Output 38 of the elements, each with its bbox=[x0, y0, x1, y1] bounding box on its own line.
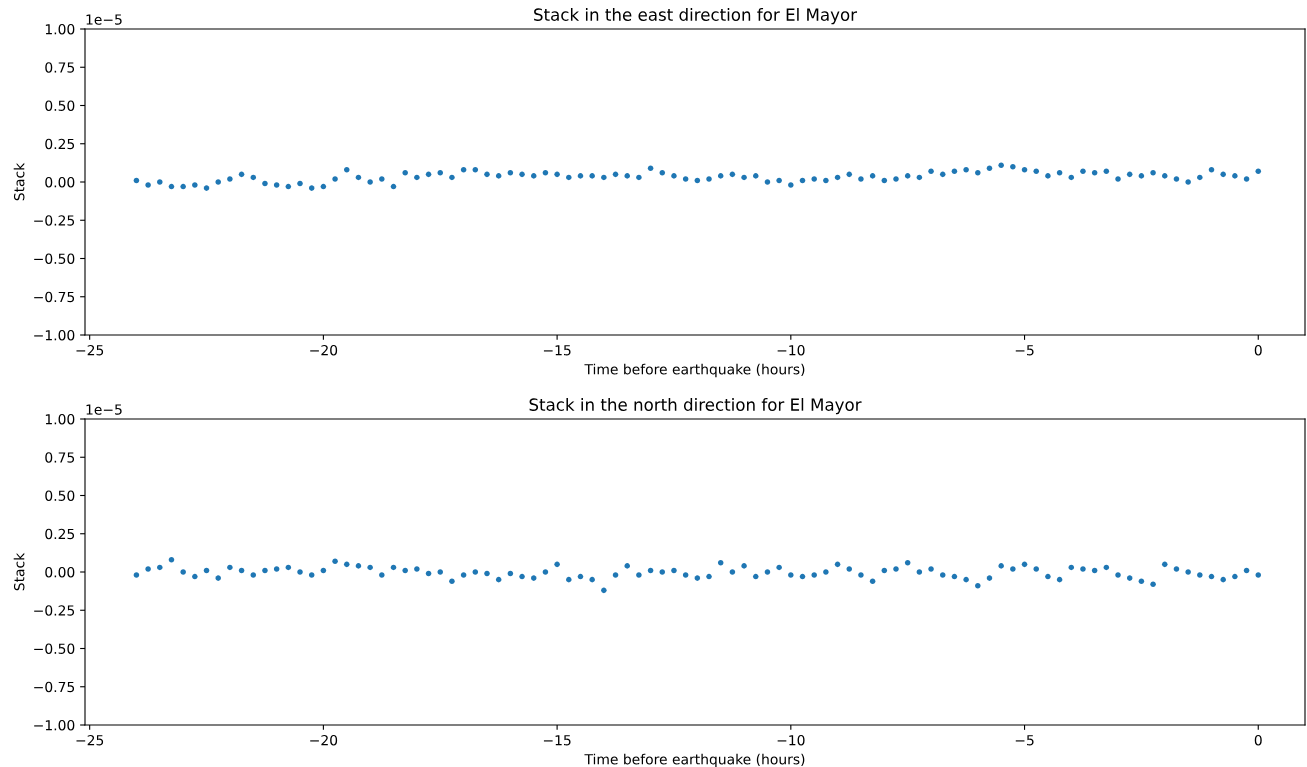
y-tick-label: −1.00 bbox=[34, 329, 75, 341]
x-tick-label: −5 bbox=[1015, 345, 1034, 356]
y-axis-title: Stack bbox=[13, 552, 25, 591]
y-tick-label: 0.50 bbox=[45, 490, 75, 501]
x-tick-label: 0 bbox=[1254, 734, 1262, 746]
y-tick-label: 0.00 bbox=[45, 176, 75, 188]
y-tick-label: −0.75 bbox=[34, 681, 75, 693]
x-tick-label: −15 bbox=[543, 345, 571, 356]
x-tick-label: −20 bbox=[310, 734, 338, 746]
x-tick-label: −20 bbox=[310, 344, 338, 356]
x-tick-label: −25 bbox=[76, 734, 104, 746]
x-tick-label: −10 bbox=[777, 344, 805, 356]
chart-title: Stack in the east direction for El Mayor bbox=[534, 8, 858, 25]
x-tick-label: −15 bbox=[543, 735, 571, 746]
y-tick-label: 1.00 bbox=[45, 23, 75, 35]
y-tick-label: −0.50 bbox=[34, 643, 75, 654]
y-tick-label: 0.75 bbox=[45, 62, 75, 73]
y-axis-title: Stack bbox=[13, 162, 25, 201]
x-axis-title: Time before earthquake (hours) bbox=[584, 363, 805, 378]
y-tick-label: 1.00 bbox=[45, 413, 75, 425]
y-tick-label: 0.25 bbox=[45, 138, 75, 150]
chart-title: Stack in the north direction for El Mayor bbox=[529, 398, 862, 415]
x-tick-label: −5 bbox=[1015, 735, 1034, 746]
text: 1e−5 bbox=[86, 14, 122, 25]
y-tick-label: 0.00 bbox=[45, 566, 75, 578]
y-tick-label: −0.25 bbox=[34, 605, 75, 616]
x-tick-label: 0 bbox=[1254, 344, 1262, 356]
x-tick-label: −25 bbox=[76, 344, 104, 356]
x-axis-title: Time before earthquake (hours) bbox=[584, 753, 805, 767]
y-tick-label: −0.75 bbox=[34, 291, 75, 303]
x-tick-label: −10 bbox=[777, 734, 805, 746]
y-tick-label: 0.50 bbox=[45, 100, 75, 111]
y-tick-label: −0.25 bbox=[34, 215, 75, 226]
y-tick-label: 0.75 bbox=[45, 452, 75, 463]
y-tick-label: −0.50 bbox=[34, 253, 75, 264]
y-tick-label: −1.00 bbox=[34, 719, 75, 731]
y-tick-label: 0.25 bbox=[45, 528, 75, 540]
text: 1e−5 bbox=[86, 404, 122, 415]
